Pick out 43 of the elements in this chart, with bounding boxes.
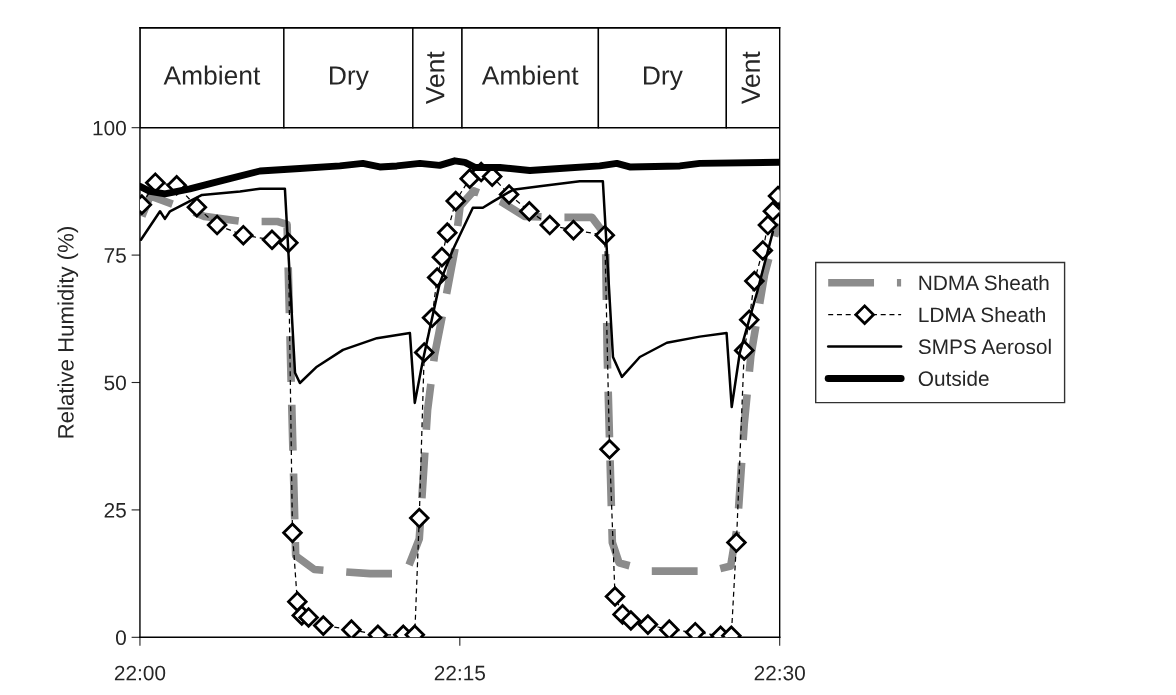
x-tick-label: 22:15 xyxy=(434,665,486,681)
point xyxy=(445,190,466,212)
legend-label: NDMA Sheath xyxy=(919,274,1049,291)
band-label: Ambient xyxy=(163,65,261,85)
y-tick-label: 0 xyxy=(115,630,126,646)
legend-label: Outside xyxy=(918,370,989,387)
point xyxy=(599,439,620,460)
point xyxy=(282,522,303,544)
y-tick-label: 50 xyxy=(104,375,126,391)
point xyxy=(519,201,540,222)
point xyxy=(620,610,642,631)
legend-label: LDMA Sheath xyxy=(919,306,1045,323)
point xyxy=(437,222,458,243)
point xyxy=(341,619,362,638)
point xyxy=(604,586,626,607)
point xyxy=(726,532,747,553)
point xyxy=(659,619,680,638)
point xyxy=(261,229,283,251)
band-label: Vent xyxy=(426,51,445,105)
x-tick-label: 22:30 xyxy=(754,665,805,681)
point xyxy=(298,607,319,628)
band-label: Vent xyxy=(741,51,761,105)
point xyxy=(313,615,334,636)
y-tick-label: 25 xyxy=(104,502,126,518)
band-label: Dry xyxy=(644,66,683,91)
point xyxy=(539,214,560,236)
point xyxy=(409,507,430,529)
point xyxy=(459,168,480,189)
point xyxy=(744,270,765,292)
y-tick-label: 100 xyxy=(93,120,126,136)
band-label: Ambient xyxy=(481,65,579,85)
x-tick-label: 22:00 xyxy=(114,665,166,681)
point xyxy=(186,196,208,218)
point xyxy=(637,614,659,635)
point xyxy=(206,214,228,236)
point xyxy=(287,591,308,612)
point xyxy=(563,219,584,241)
point xyxy=(431,246,453,268)
point xyxy=(233,224,254,246)
legend-label: SMPS Aerosol xyxy=(918,338,1051,355)
y-axis-title: Relative Humidity (%) xyxy=(57,227,79,438)
band-label: Dry xyxy=(330,66,369,91)
y-tick-label: 75 xyxy=(104,248,126,263)
